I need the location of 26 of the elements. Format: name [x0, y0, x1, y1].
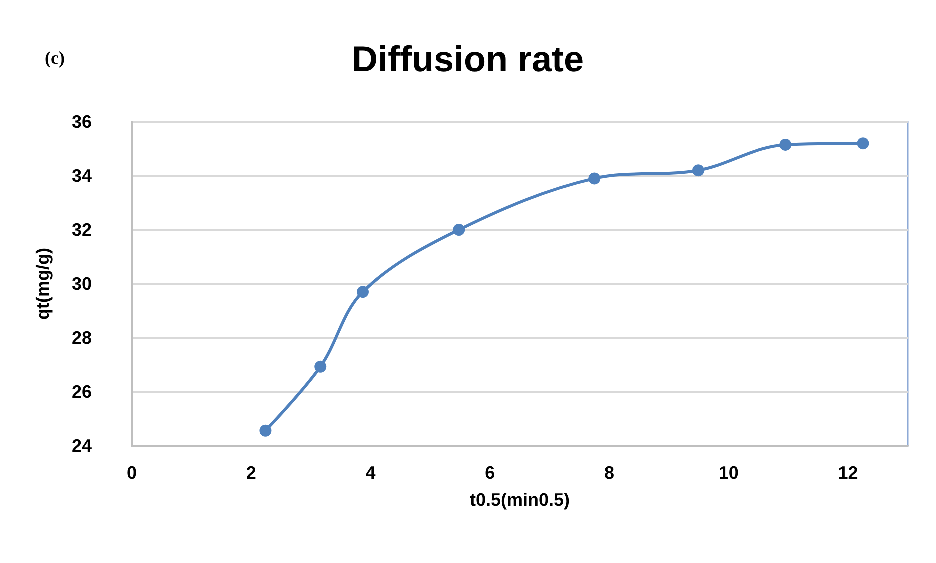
y-tick-label: 24 [72, 436, 92, 456]
point [314, 360, 327, 373]
x-tick-label: 12 [838, 463, 858, 483]
point [857, 138, 870, 150]
y-tick-label: 28 [72, 328, 92, 348]
y-tick-label: 32 [72, 220, 92, 240]
y-tick-label: 34 [72, 166, 92, 186]
y-tick-label: 30 [72, 274, 92, 294]
x-tick-label: 0 [126, 463, 138, 483]
x-tick-label: 6 [485, 463, 496, 483]
point [453, 224, 466, 236]
y-tick-label: 26 [72, 382, 92, 402]
x-tick-label: 10 [718, 463, 739, 483]
x-tick-label: 8 [604, 463, 615, 483]
point [780, 138, 792, 151]
point [588, 172, 601, 185]
point [260, 424, 272, 437]
x-tick-label: 4 [366, 463, 376, 483]
chart-title: Diffusion rate [352, 38, 584, 80]
y-tick-label: 36 [72, 112, 92, 132]
x-tick-label: 2 [246, 463, 256, 483]
point [692, 164, 704, 177]
point [357, 286, 370, 298]
y-axis-title: qt(mg/g) [33, 248, 53, 320]
text: (c) [45, 48, 65, 68]
x-axis-title: t0.5(min0.5) [470, 490, 570, 510]
